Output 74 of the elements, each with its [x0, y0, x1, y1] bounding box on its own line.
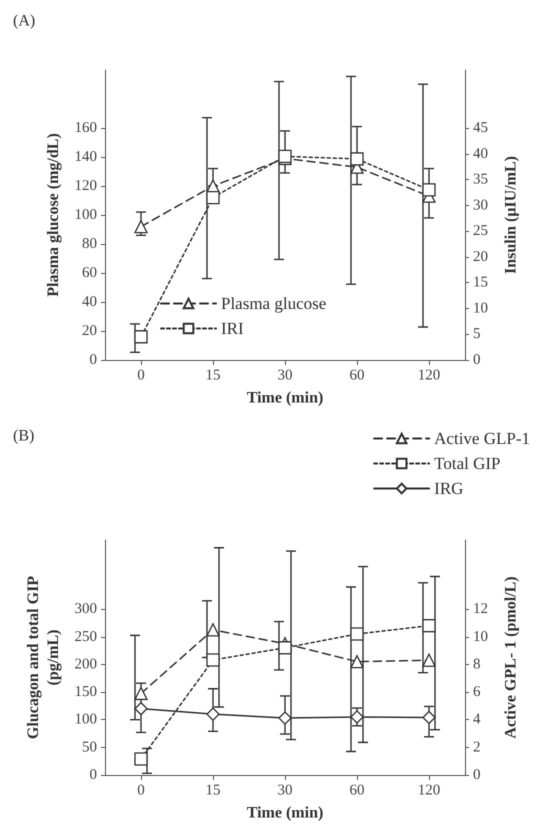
- point: [350, 627, 364, 641]
- legend-label: Plasma glucose: [221, 294, 326, 313]
- y-tick-label: 200: [74, 656, 97, 672]
- point: [134, 702, 148, 716]
- y-tick-label: 100: [74, 712, 97, 728]
- x-tick-label: 0: [137, 782, 145, 798]
- point: [422, 619, 436, 632]
- x-tick-label: 60: [350, 782, 364, 798]
- chart-title: (B): [13, 428, 34, 444]
- point: [278, 641, 292, 654]
- point: [206, 653, 220, 667]
- y-tick-label: 160: [74, 120, 97, 136]
- x-tick-label: 120: [418, 782, 440, 798]
- y-tick-label: 40: [82, 294, 97, 310]
- x-axis-title: Time (min): [246, 804, 324, 822]
- y2-tick-label: 20: [473, 248, 488, 265]
- point: [134, 220, 148, 234]
- point: [134, 752, 148, 766]
- x-tick-label: 30: [278, 782, 292, 798]
- x-tick-label: 30: [278, 368, 292, 384]
- legend-label: IRG: [434, 479, 464, 498]
- y2-tick-label: 10: [473, 300, 488, 316]
- y-tick-label: 0: [90, 352, 97, 368]
- x-axis-title: Time (min): [246, 390, 324, 406]
- y-tick-label: 100: [74, 207, 97, 223]
- x-tick-label: 15: [206, 782, 220, 798]
- y2-tick-label: 6: [473, 684, 481, 700]
- x-tick-label: 0: [137, 368, 145, 384]
- point: [422, 183, 436, 197]
- point: [278, 711, 292, 725]
- x-tick-label: 15: [206, 368, 220, 384]
- y2-tick-label: 4: [473, 712, 481, 728]
- y2-tick-label: 25: [473, 223, 488, 240]
- y2-tick-label: 8: [473, 656, 480, 672]
- y-tick-label: 20: [82, 323, 97, 339]
- y-tick-label: 60: [82, 265, 97, 281]
- chart-title: (A): [13, 12, 36, 30]
- point: [206, 623, 220, 637]
- y-tick-label: 140: [74, 149, 97, 165]
- legend-label: Active GLP-1: [434, 429, 530, 448]
- y-tick-label: 300: [74, 601, 97, 618]
- y2-tick-label: 15: [473, 274, 488, 291]
- point: [350, 710, 364, 724]
- y2-tick-label: 45: [473, 120, 488, 136]
- point: [350, 152, 364, 166]
- point: [134, 330, 148, 344]
- y-tick-label: 150: [74, 684, 97, 700]
- point: [206, 190, 220, 204]
- y-tick-label: 120: [74, 178, 97, 194]
- y2-axis-title: Insulin (μIU/mL): [502, 156, 520, 274]
- y-axis-title: Glucagon and total GIP (pg/mL): [25, 576, 62, 740]
- x-tick-label: 60: [350, 368, 364, 384]
- legend-label: IRI: [221, 319, 244, 338]
- y2-tick-label: 10: [473, 628, 488, 645]
- point: [422, 710, 436, 724]
- point: [422, 654, 436, 667]
- y2-tick-label: 0: [473, 352, 480, 368]
- y2-tick-label: 2: [473, 739, 480, 756]
- y2-axis-title: Active GPL- 1 (pmol/L): [502, 576, 520, 739]
- y2-tick-label: 5: [473, 326, 480, 342]
- y2-tick-label: 12: [473, 601, 488, 618]
- y-tick-label: 0: [90, 767, 97, 783]
- y-tick-label: 50: [82, 739, 97, 756]
- y2-tick-label: 30: [473, 197, 488, 214]
- y-tick-label: 80: [82, 236, 97, 252]
- y2-tick-label: 0: [473, 767, 480, 783]
- point: [206, 708, 220, 721]
- point: [134, 686, 148, 700]
- x-tick-label: 120: [418, 368, 440, 384]
- legend-label: Total GIP: [434, 454, 501, 473]
- y-axis-title: Plasma glucose (mg/dL): [45, 133, 62, 297]
- y2-tick-label: 40: [473, 146, 488, 162]
- y-tick-label: 250: [74, 628, 97, 645]
- y2-tick-label: 35: [473, 172, 488, 188]
